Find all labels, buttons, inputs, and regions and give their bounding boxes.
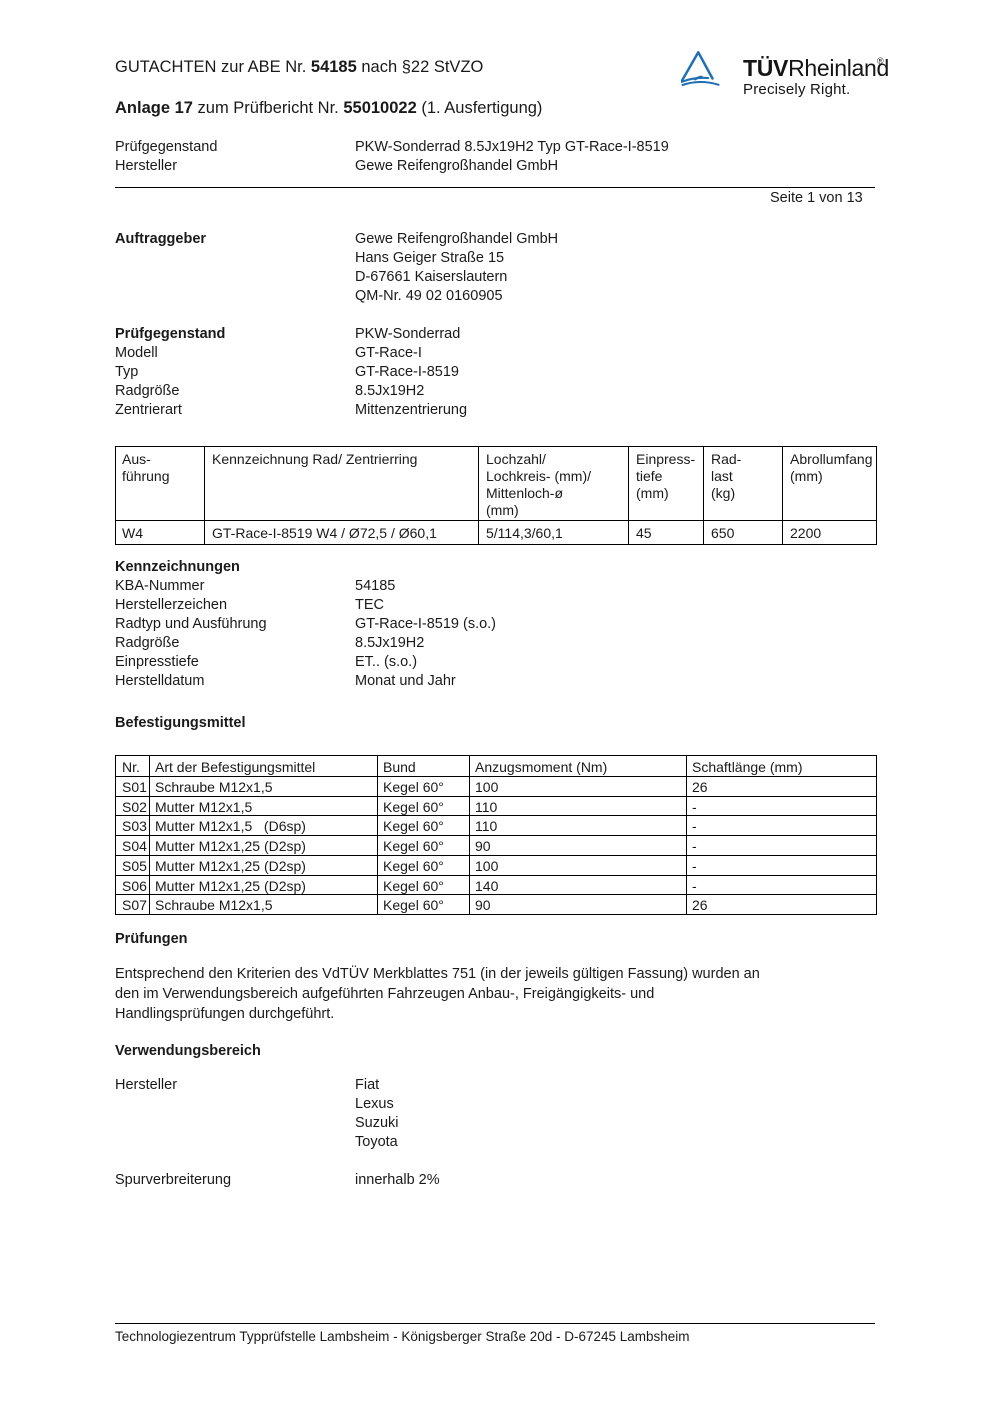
- svg-text:®: ®: [877, 56, 884, 66]
- svg-text:Precisely Right.: Precisely Right.: [743, 81, 850, 98]
- svg-text:TÜVRheinland: TÜVRheinland: [743, 55, 889, 81]
